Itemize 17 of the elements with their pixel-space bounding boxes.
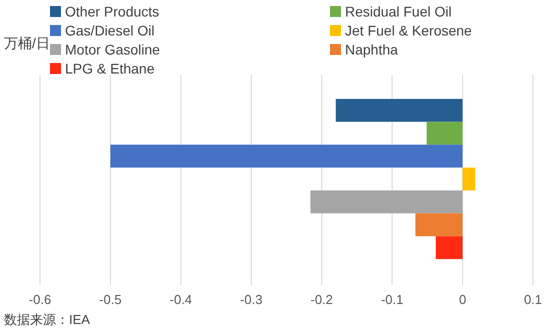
source-note: 数据来源：IEA	[4, 312, 90, 327]
legend-label: Naphtha	[345, 42, 398, 58]
x-tick-label: -0.6	[28, 292, 52, 307]
legend-label: Jet Fuel & Kerosene	[345, 22, 472, 38]
x-tick-label: -0.5	[99, 292, 122, 307]
x-tick-label: -0.3	[240, 292, 262, 307]
legend-label: LPG & Ethane	[65, 60, 155, 76]
x-tick-label: -0.4	[170, 292, 192, 307]
legend-label: Gas/Diesel Oil	[65, 22, 154, 38]
x-tick-label: -0.2	[310, 292, 333, 307]
x-tick-label: -0.1	[380, 292, 404, 307]
legend-label: Other Products	[65, 4, 160, 20]
x-tick-label: 0.1	[524, 292, 542, 307]
y-axis-title: 万桶/日	[4, 35, 50, 51]
x-tick-label: 0	[458, 292, 466, 307]
legend-label: Motor Gasoline	[65, 42, 160, 58]
legend-label: Residual Fuel Oil	[345, 4, 452, 20]
